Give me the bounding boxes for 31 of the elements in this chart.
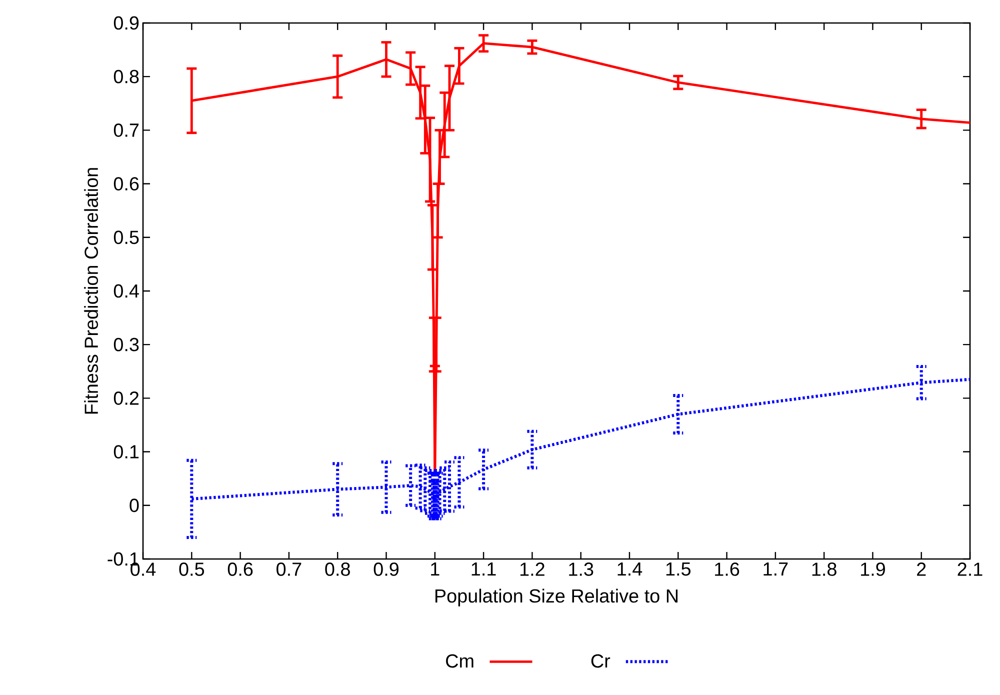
x-tick-label: 1.8 [812, 562, 836, 576]
y-tick-label: 0.5 [114, 230, 139, 244]
x-tick-label: 1 [431, 562, 440, 576]
x-tick-label: 1.3 [569, 562, 594, 576]
x-tick-label: 1.4 [618, 562, 642, 576]
y-tick-label: 0.4 [114, 284, 139, 298]
y-axis-title: Fitness Prediction Correlation [84, 168, 98, 414]
x-tick-label: 1.5 [666, 562, 690, 576]
x-tick-label: 0.5 [179, 562, 204, 576]
y-tick-label: 0.3 [114, 338, 139, 352]
x-tick-label: 0.8 [325, 562, 350, 576]
x-axis-title: Population Size Relative to N [435, 588, 678, 606]
x-tick-label: 1.2 [520, 562, 544, 576]
legend-label: Cr [591, 654, 610, 668]
x-tick-label: 1.6 [715, 562, 740, 576]
x-tick-label: 0.6 [228, 562, 253, 576]
x-tick-label: 2 [917, 562, 926, 576]
x-tick-label: 0.7 [276, 562, 302, 576]
y-tick-label: 0.8 [114, 70, 139, 84]
legend-label: Cm [446, 654, 474, 668]
x-tick-label: 1.1 [472, 562, 496, 576]
y-tick-label: 0.6 [114, 177, 139, 190]
y-tick-label: 0 [130, 498, 139, 512]
y-tick-label: 0.7 [114, 123, 139, 137]
y-tick-label: 0.2 [114, 391, 139, 405]
y-tick-label: 0.9 [114, 16, 139, 30]
x-tick-label: 2.1 [958, 562, 982, 576]
y-tick-label: 0.1 [114, 445, 139, 458]
x-tick-label: 0.9 [374, 562, 398, 576]
x-tick-label: 1.7 [764, 562, 788, 576]
x-tick-label: 1.9 [860, 562, 885, 576]
